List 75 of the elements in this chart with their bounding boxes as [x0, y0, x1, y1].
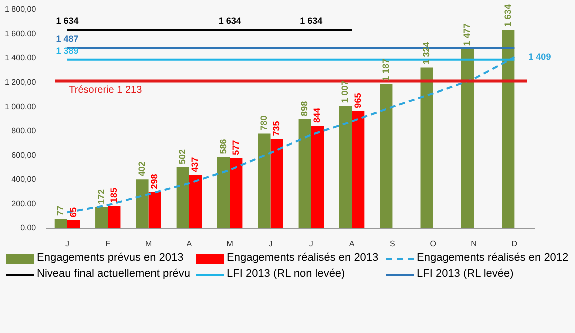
y-tick-label: 1 200,00 — [5, 78, 37, 88]
y-tick-label: 400,00 — [12, 175, 37, 184]
data-label: 898 — [300, 101, 310, 116]
x-tick-label: F — [106, 239, 111, 248]
x-tick-label: N — [471, 239, 478, 248]
data-label: 735 — [272, 121, 282, 136]
data-label: 1 634 — [502, 4, 513, 28]
y-tick-label: 1 800,00 — [5, 5, 37, 14]
data-label: 1 324 — [422, 42, 432, 65]
y-tick-label: 1 000,00 — [5, 102, 37, 112]
x-tick-label: D — [512, 239, 518, 248]
legend-label: Engagements réalisés en 2012 — [417, 252, 569, 265]
bar — [420, 68, 434, 228]
bar — [270, 139, 284, 228]
data-label: 65 — [68, 208, 78, 218]
legend-label: LFI 2013 (RL non levée) — [227, 268, 346, 281]
legend-label: Engagements prévus en 2013 — [37, 252, 184, 265]
y-tick-label: 800,00 — [12, 126, 37, 136]
x-tick-label: O — [430, 239, 436, 248]
data-label: 437 — [190, 157, 200, 172]
legend-label: Niveau final actuellement prévu — [37, 268, 190, 281]
data-label: 586 — [218, 139, 228, 154]
y-tick-label: 1 600,00 — [5, 29, 37, 38]
data-label: 844 — [312, 108, 322, 123]
data-label: 1 634 — [300, 16, 323, 26]
bar — [380, 84, 393, 228]
bar — [217, 157, 230, 228]
bar — [352, 111, 365, 228]
bar — [96, 208, 108, 228]
bar — [230, 158, 243, 228]
data-label: 402 — [136, 162, 147, 177]
data-label: 1 634 — [218, 16, 242, 26]
data-label: 780 — [258, 116, 269, 131]
data-label: 1 634 — [56, 16, 79, 26]
data-label: 1 007 — [340, 80, 350, 104]
y-tick-label: 1 400,00 — [5, 54, 37, 63]
data-label: 1 477 — [462, 24, 472, 46]
x-tick-label: J — [268, 239, 273, 248]
x-tick-label: M — [145, 239, 152, 248]
data-label: 1 487 — [56, 34, 79, 44]
bar — [258, 134, 271, 228]
data-label: 1 409 — [528, 52, 552, 62]
bar — [54, 219, 68, 228]
bar — [339, 106, 352, 228]
bar — [311, 126, 324, 228]
bar — [502, 30, 515, 228]
y-tick-label: 600,00 — [12, 150, 37, 160]
x-tick-label: M — [226, 239, 234, 248]
x-tick-label: A — [186, 239, 193, 248]
x-tick-label: J — [309, 239, 314, 248]
data-label: 577 — [230, 140, 241, 156]
bar — [108, 206, 121, 228]
data-label: 1 187 — [380, 58, 391, 82]
data-label: 298 — [150, 174, 160, 190]
bar — [461, 49, 474, 228]
bar — [148, 192, 162, 228]
legend-label: Engagements réalisés en 2013 — [227, 252, 379, 265]
x-tick-label: S — [390, 239, 396, 248]
ref-line-label: Trésorerie 1 213 — [69, 84, 143, 96]
y-tick-label: 0,00 — [20, 224, 37, 233]
y-tick-label: 200,00 — [12, 199, 37, 208]
bar — [67, 220, 80, 228]
data-label: 502 — [178, 149, 188, 164]
bar — [189, 175, 202, 228]
bar — [298, 119, 312, 228]
x-tick-label: J — [65, 239, 70, 248]
bar — [176, 167, 190, 228]
data-label: 172 — [96, 190, 106, 205]
data-label: 185 — [108, 188, 119, 203]
bar — [136, 180, 149, 228]
legend-label: LFI 2013 (RL levée) — [417, 268, 514, 281]
data-label: 1 389 — [56, 46, 79, 56]
data-label: 77 — [56, 206, 66, 216]
x-tick-label: A — [349, 239, 356, 248]
data-label: 965 — [352, 93, 363, 108]
